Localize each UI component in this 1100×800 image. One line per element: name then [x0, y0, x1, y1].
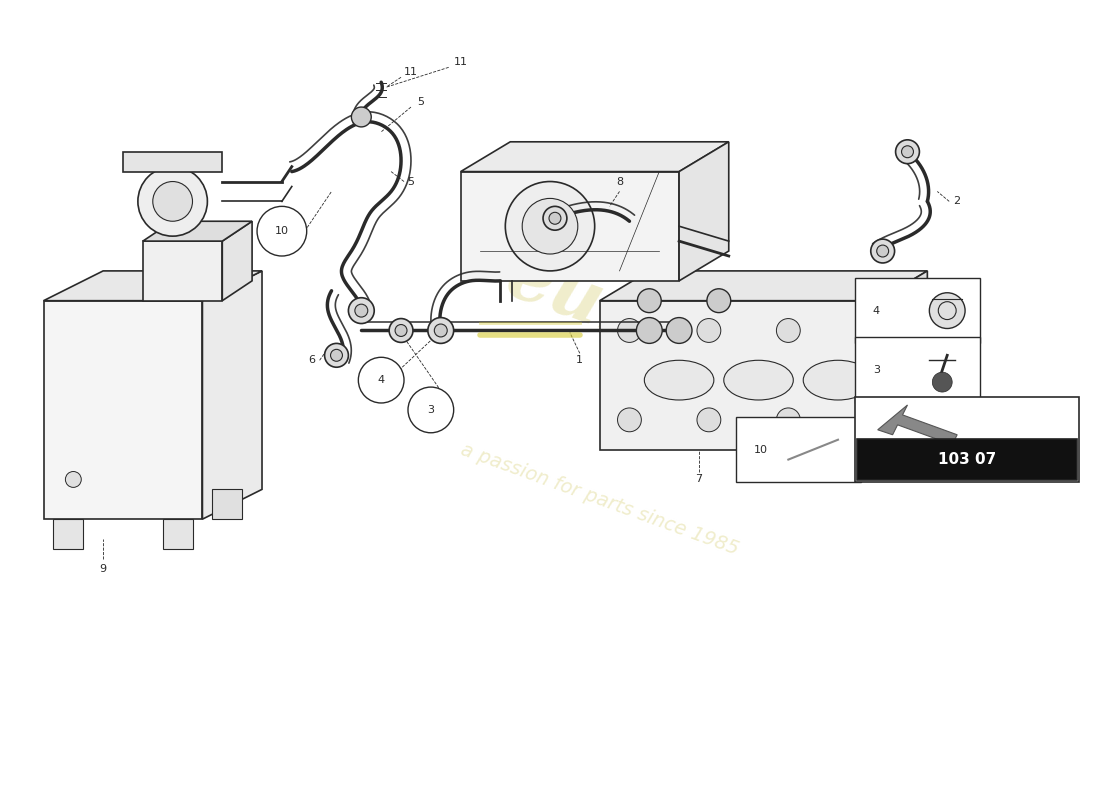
Text: 11: 11 — [404, 67, 418, 78]
Ellipse shape — [645, 360, 714, 400]
Polygon shape — [212, 490, 242, 519]
Circle shape — [330, 350, 342, 362]
Circle shape — [434, 324, 448, 337]
Text: eurospares: eurospares — [496, 241, 942, 460]
Circle shape — [428, 318, 453, 343]
Circle shape — [856, 318, 880, 342]
Polygon shape — [878, 405, 957, 445]
FancyBboxPatch shape — [855, 278, 980, 343]
Polygon shape — [878, 271, 927, 450]
Text: 10: 10 — [754, 445, 768, 454]
Text: 9: 9 — [100, 564, 107, 574]
Circle shape — [933, 372, 953, 392]
Polygon shape — [44, 301, 202, 519]
Text: 7: 7 — [695, 474, 703, 485]
FancyBboxPatch shape — [736, 417, 861, 482]
Circle shape — [777, 408, 800, 432]
Ellipse shape — [803, 360, 872, 400]
Text: 8: 8 — [616, 177, 623, 186]
Circle shape — [617, 318, 641, 342]
Text: 2: 2 — [954, 196, 960, 206]
Circle shape — [522, 198, 578, 254]
Circle shape — [389, 318, 412, 342]
Text: 3: 3 — [872, 366, 880, 375]
Circle shape — [777, 318, 800, 342]
Text: 10: 10 — [275, 226, 289, 236]
Circle shape — [257, 206, 307, 256]
Polygon shape — [222, 222, 252, 301]
Text: 4: 4 — [377, 375, 385, 385]
Circle shape — [697, 318, 720, 342]
Polygon shape — [123, 152, 222, 171]
Circle shape — [667, 318, 692, 343]
Text: 1: 1 — [576, 355, 583, 366]
Text: 3: 3 — [427, 405, 434, 415]
Circle shape — [324, 343, 349, 367]
Circle shape — [877, 245, 889, 257]
Circle shape — [871, 239, 894, 263]
Circle shape — [617, 408, 641, 432]
Text: 5: 5 — [407, 177, 415, 186]
Circle shape — [408, 387, 453, 433]
Circle shape — [697, 408, 720, 432]
Circle shape — [65, 471, 81, 487]
Ellipse shape — [724, 360, 793, 400]
Circle shape — [355, 304, 367, 317]
Circle shape — [637, 289, 661, 313]
Circle shape — [637, 318, 662, 343]
Circle shape — [153, 182, 192, 222]
Circle shape — [856, 408, 880, 432]
Text: 103 07: 103 07 — [938, 452, 997, 467]
Polygon shape — [600, 301, 878, 450]
Polygon shape — [163, 519, 192, 549]
Circle shape — [359, 358, 404, 403]
Polygon shape — [679, 142, 728, 281]
Polygon shape — [202, 271, 262, 519]
Circle shape — [505, 182, 595, 271]
Polygon shape — [54, 519, 84, 549]
Polygon shape — [600, 271, 927, 301]
Circle shape — [902, 146, 913, 158]
Polygon shape — [143, 241, 222, 301]
FancyBboxPatch shape — [857, 438, 1077, 481]
Circle shape — [930, 293, 965, 329]
Circle shape — [895, 140, 920, 164]
Polygon shape — [461, 171, 679, 281]
FancyBboxPatch shape — [855, 338, 980, 403]
Polygon shape — [44, 271, 262, 301]
Circle shape — [549, 212, 561, 224]
Circle shape — [543, 206, 566, 230]
Text: 5: 5 — [417, 97, 425, 107]
Circle shape — [395, 325, 407, 337]
Circle shape — [349, 298, 374, 323]
Circle shape — [707, 289, 730, 313]
Circle shape — [138, 166, 208, 236]
Polygon shape — [461, 142, 728, 171]
Circle shape — [351, 107, 372, 127]
Text: a passion for parts since 1985: a passion for parts since 1985 — [458, 440, 741, 558]
Polygon shape — [143, 222, 252, 241]
Text: 11: 11 — [453, 58, 468, 67]
FancyBboxPatch shape — [855, 397, 1079, 482]
Text: 6: 6 — [308, 355, 316, 366]
Text: 4: 4 — [872, 306, 880, 316]
